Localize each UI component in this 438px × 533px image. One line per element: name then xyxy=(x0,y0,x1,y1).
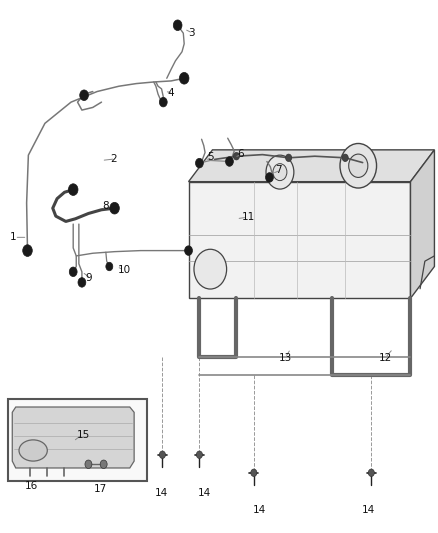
Text: 11: 11 xyxy=(242,212,255,222)
Circle shape xyxy=(196,451,202,458)
Circle shape xyxy=(78,278,86,287)
Circle shape xyxy=(265,173,273,182)
Circle shape xyxy=(226,157,233,166)
Text: 8: 8 xyxy=(102,201,109,211)
Circle shape xyxy=(342,154,348,161)
Bar xyxy=(8,399,147,481)
Text: 2: 2 xyxy=(110,154,117,164)
Polygon shape xyxy=(12,407,134,468)
Circle shape xyxy=(266,155,294,189)
Text: 4: 4 xyxy=(168,87,174,98)
Circle shape xyxy=(273,164,287,181)
Circle shape xyxy=(185,246,192,255)
Text: 15: 15 xyxy=(77,430,90,440)
Circle shape xyxy=(68,184,78,196)
Polygon shape xyxy=(188,150,434,182)
Circle shape xyxy=(251,469,257,477)
Text: 17: 17 xyxy=(94,484,107,494)
Circle shape xyxy=(110,203,119,214)
Text: 5: 5 xyxy=(207,152,214,162)
Circle shape xyxy=(159,451,166,458)
Circle shape xyxy=(233,152,240,160)
Text: 10: 10 xyxy=(118,265,131,275)
Circle shape xyxy=(80,90,88,101)
Polygon shape xyxy=(188,182,410,298)
Text: 7: 7 xyxy=(275,165,281,175)
Polygon shape xyxy=(410,150,434,298)
Text: 12: 12 xyxy=(379,353,392,362)
Text: 9: 9 xyxy=(85,273,92,283)
Circle shape xyxy=(368,469,374,477)
Text: 14: 14 xyxy=(361,505,374,515)
Text: 14: 14 xyxy=(155,488,168,498)
Circle shape xyxy=(195,158,203,168)
Ellipse shape xyxy=(194,249,226,289)
Circle shape xyxy=(100,460,107,469)
Text: 6: 6 xyxy=(237,149,244,159)
Circle shape xyxy=(106,262,113,271)
Text: 14: 14 xyxy=(198,488,212,498)
Circle shape xyxy=(159,98,167,107)
Circle shape xyxy=(173,20,182,30)
Text: 3: 3 xyxy=(187,28,194,38)
Circle shape xyxy=(340,143,377,188)
Circle shape xyxy=(23,245,32,256)
Circle shape xyxy=(69,267,77,277)
Circle shape xyxy=(85,460,92,469)
Circle shape xyxy=(180,72,189,84)
Text: 14: 14 xyxy=(253,505,266,515)
Text: 13: 13 xyxy=(279,353,292,362)
Circle shape xyxy=(349,154,368,177)
Text: 16: 16 xyxy=(25,481,38,491)
Text: 1: 1 xyxy=(10,232,17,243)
Circle shape xyxy=(286,154,292,161)
Ellipse shape xyxy=(19,440,47,461)
